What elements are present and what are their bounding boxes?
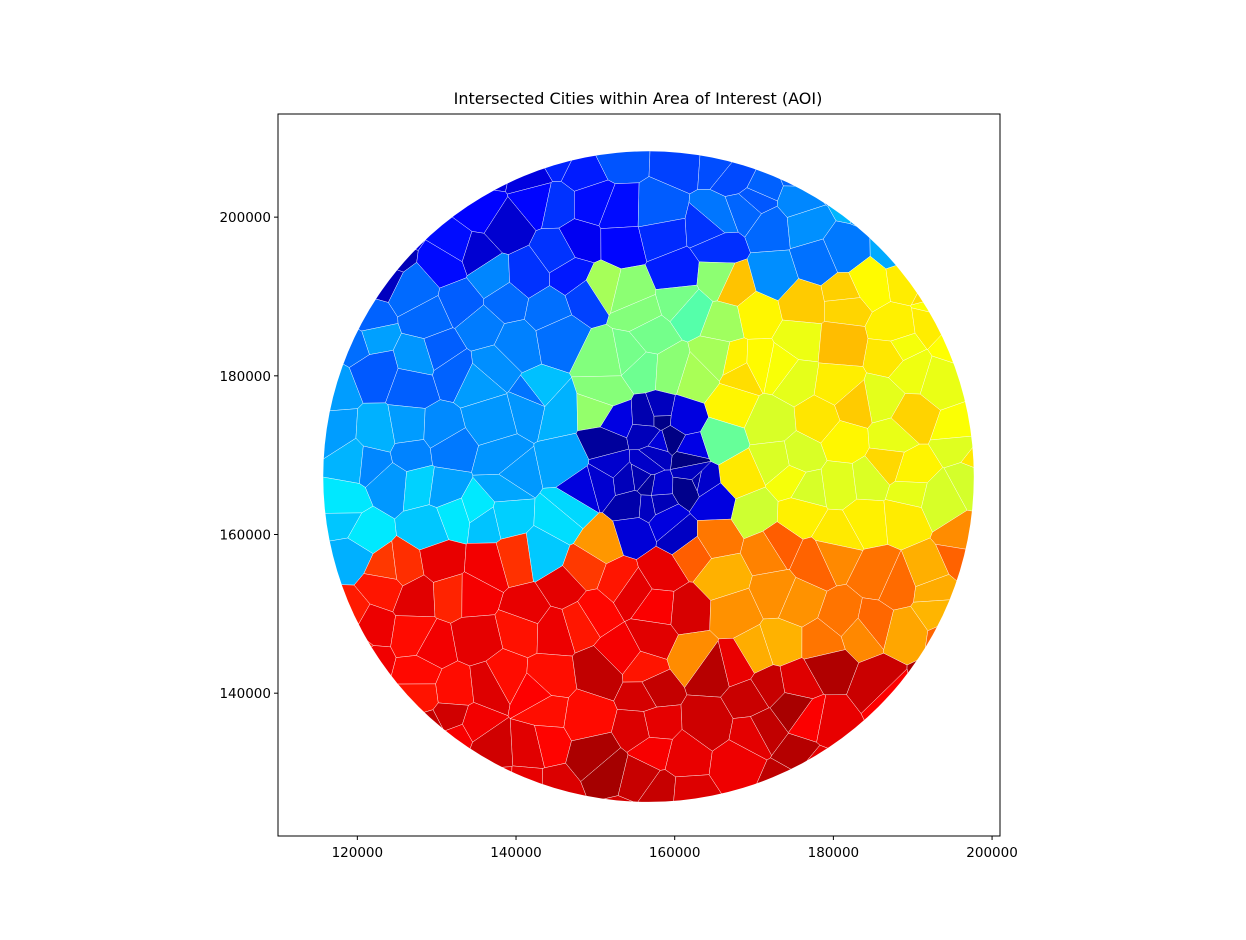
city-region [323, 151, 437, 251]
city-region [510, 765, 543, 802]
city-region [972, 509, 974, 547]
city-region [407, 151, 516, 193]
city-region [357, 683, 439, 733]
city-region [910, 238, 974, 306]
city-region [323, 709, 445, 802]
city-region [669, 803, 689, 807]
city-region [817, 321, 869, 367]
city-region [820, 460, 858, 511]
city-region [323, 218, 419, 273]
city-region [813, 151, 879, 207]
city-region [626, 424, 661, 451]
x-tick-label: 120000 [332, 845, 384, 861]
city-region [638, 494, 656, 524]
city-region [323, 630, 374, 689]
city-region [827, 151, 876, 224]
axes-frame [277, 113, 1001, 837]
y-tick-label: 200000 [219, 210, 271, 226]
city-region [636, 473, 656, 496]
city-region [672, 476, 700, 512]
city-region [459, 766, 513, 802]
city-region [323, 241, 404, 303]
x-tick-label: 200000 [966, 845, 1018, 861]
city-region [849, 151, 944, 232]
city-region [323, 308, 370, 368]
x-tick-label: 180000 [808, 845, 860, 861]
city-region [643, 704, 683, 740]
axis-ticks: 120000 140000 160000 180000 200000 140000 1600… [219, 210, 1017, 861]
city-region [740, 530, 788, 577]
city-region [323, 645, 397, 768]
city-region [346, 751, 479, 802]
x-tick-label: 140000 [490, 845, 542, 861]
y-tick-label: 140000 [219, 686, 271, 702]
y-tick-label: 180000 [219, 369, 271, 385]
city-region [433, 573, 463, 624]
city-region [704, 801, 736, 802]
city-region [866, 697, 974, 802]
city-region [827, 727, 926, 802]
city-region [857, 597, 894, 651]
city-region [587, 463, 616, 513]
city-region [669, 461, 712, 480]
x-tick-label: 160000 [649, 845, 701, 861]
y-tick-label: 160000 [219, 528, 271, 544]
map-title: Intersected Cities within Area of Intere… [454, 89, 823, 108]
city-region [906, 656, 974, 753]
city-region [881, 151, 974, 260]
city-regions [323, 151, 974, 807]
